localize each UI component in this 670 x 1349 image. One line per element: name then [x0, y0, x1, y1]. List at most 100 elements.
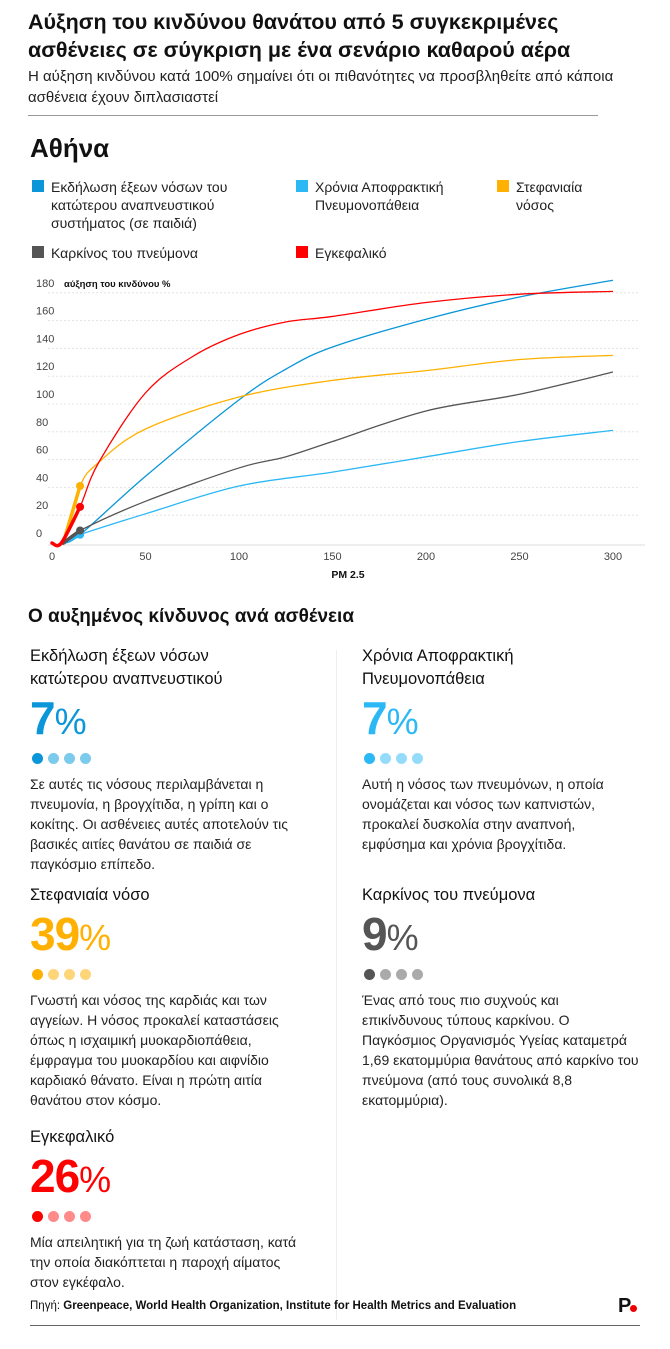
series-marker	[76, 526, 85, 535]
y-tick-label: 120	[36, 361, 54, 373]
section-title: Ο αυξημένος κίνδυνος ανά ασθένεια	[28, 606, 355, 627]
publisher-logo: P	[618, 1295, 638, 1318]
legend-swatch	[497, 180, 509, 192]
y-tick-label: 160	[36, 306, 54, 318]
disease-card: Στεφανιαία νόσο 39% Γνωστή και νόσος της…	[30, 884, 330, 1110]
legend-label: Εγκεφαλικό	[315, 245, 387, 261]
dot	[32, 1211, 43, 1222]
legend-swatch	[296, 180, 308, 192]
legend-label: Στεφανιαία νόσος	[516, 179, 583, 213]
page-subtitle: Η αύξηση κινδύνου κατά 100% σημαίνει ότι…	[28, 68, 614, 106]
dot-indicator	[32, 969, 330, 980]
percent-sign: %	[79, 917, 111, 958]
dot	[48, 753, 59, 764]
legend-swatch	[32, 246, 44, 258]
legend-label: Εκδήλωση έξεων νόσων του κατώτερου αναπν…	[51, 179, 228, 231]
y-tick-label: 100	[36, 389, 54, 401]
dot	[80, 1211, 91, 1222]
disease-card: Εκδήλωση έξεων νόσων κατώτερου αναπνευστ…	[30, 645, 330, 874]
disease-card: Καρκίνος του πνεύμονα 9% Ένας από τους π…	[362, 884, 662, 1110]
card-title: Στεφανιαία νόσο	[30, 886, 150, 904]
card-description: Αυτή η νόσος των πνευμόνων, η οποία ονομ…	[362, 776, 604, 852]
dot-indicator	[32, 753, 330, 764]
dot	[32, 753, 43, 764]
y-tick-label: 60	[36, 445, 48, 457]
risk-value: 39	[30, 908, 80, 960]
card-title: Εγκεφαλικό	[30, 1128, 115, 1146]
risk-percentage: 39%	[30, 909, 330, 963]
risk-percentage: 7%	[362, 693, 662, 747]
y-tick-label: 80	[36, 417, 48, 429]
legend-swatch	[32, 180, 44, 192]
series-marker	[76, 482, 85, 491]
chart-title: Αθήνα	[30, 133, 110, 163]
x-tick-label: 0	[49, 551, 55, 563]
disease-card: Χρόνια Αποφρακτική Πνευμονοπάθεια 7% Αυτ…	[362, 645, 662, 854]
divider	[28, 115, 598, 116]
risk-value: 26	[30, 1150, 80, 1202]
x-tick-label: 50	[139, 551, 151, 563]
series-line	[51, 290, 614, 547]
percent-sign: %	[386, 917, 419, 958]
risk-percentage: 26%	[30, 1151, 330, 1205]
legend-item: Στεφανιαία νόσος	[497, 178, 597, 214]
page-title: Αύξηση του κινδύνου θανάτου από 5 συγκεκ…	[28, 10, 571, 62]
legend-label: Καρκίνος του πνεύμονα	[51, 245, 198, 261]
dot	[396, 969, 407, 980]
dot	[364, 969, 375, 980]
legend-item: Εκδήλωση έξεων νόσων του κατώτερου αναπν…	[32, 178, 272, 232]
risk-value: 9	[362, 908, 388, 960]
dot	[364, 753, 375, 764]
card-description: Μία απειλητική για τη ζωή κατάσταση, κατ…	[30, 1234, 297, 1290]
legend-swatch	[296, 246, 308, 258]
dot-indicator	[32, 1211, 330, 1222]
x-tick-label: 200	[417, 551, 435, 563]
dot	[380, 969, 391, 980]
divider	[30, 1325, 640, 1326]
source-label: Πηγή:	[30, 1300, 61, 1312]
x-tick-label: 150	[323, 551, 341, 563]
card-title: Καρκίνος του πνεύμονα	[362, 886, 536, 904]
percent-sign: %	[386, 701, 419, 742]
series-line	[62, 279, 614, 544]
risk-value: 7	[30, 692, 56, 744]
card-description: Γνωστή και νόσος της καρδιάς και των αγγ…	[30, 992, 279, 1108]
dot	[48, 969, 59, 980]
legend-item: Εγκεφαλικό	[296, 244, 476, 262]
y-tick-label: 180	[36, 278, 54, 290]
dot	[48, 1211, 59, 1222]
source-text: Greenpeace, World Health Organization, I…	[63, 1300, 517, 1312]
y-tick-label: 40	[36, 472, 48, 484]
percent-sign: %	[79, 1159, 111, 1200]
x-tick-label: 100	[230, 551, 248, 563]
dot	[64, 969, 75, 980]
risk-value: 7	[362, 692, 388, 744]
card-title: Εκδήλωση έξεων νόσων κατώτερου αναπνευστ…	[30, 647, 223, 688]
legend-label: Χρόνια Αποφρακτική Πνευμονοπάθεια	[315, 179, 444, 213]
dot	[32, 969, 43, 980]
column-divider	[336, 650, 337, 1320]
x-tick-label: 300	[604, 551, 622, 563]
x-tick-label: 250	[510, 551, 528, 563]
dot-indicator	[364, 969, 662, 980]
dot	[412, 969, 423, 980]
series-line	[62, 371, 614, 544]
y-tick-label: 0	[36, 528, 42, 540]
series-marker	[76, 502, 85, 511]
line-chart: 0 20 40 60 80 100 120 140 160 180 0 50 100 150 200 250 3…	[36, 278, 645, 581]
dot-indicator	[364, 753, 662, 764]
y-tick-label: 20	[36, 500, 48, 512]
dot	[80, 753, 91, 764]
series-line	[62, 354, 614, 544]
source-note: Πηγή: Greenpeace, World Health Organizat…	[30, 1300, 516, 1312]
legend-item: Καρκίνος του πνεύμονα	[32, 244, 272, 262]
risk-percentage: 9%	[362, 909, 662, 963]
card-title: Χρόνια Αποφρακτική Πνευμονοπάθεια	[362, 647, 514, 688]
dot	[396, 753, 407, 764]
series-line	[62, 429, 614, 544]
dot	[380, 753, 391, 764]
dot	[412, 753, 423, 764]
card-description: Ένας από τους πιο συχνούς και επικίνδυνο…	[362, 992, 639, 1108]
y-axis-label: αύξηση του κινδύνου %	[64, 279, 171, 290]
x-axis-label: PM 2.5	[331, 569, 364, 581]
